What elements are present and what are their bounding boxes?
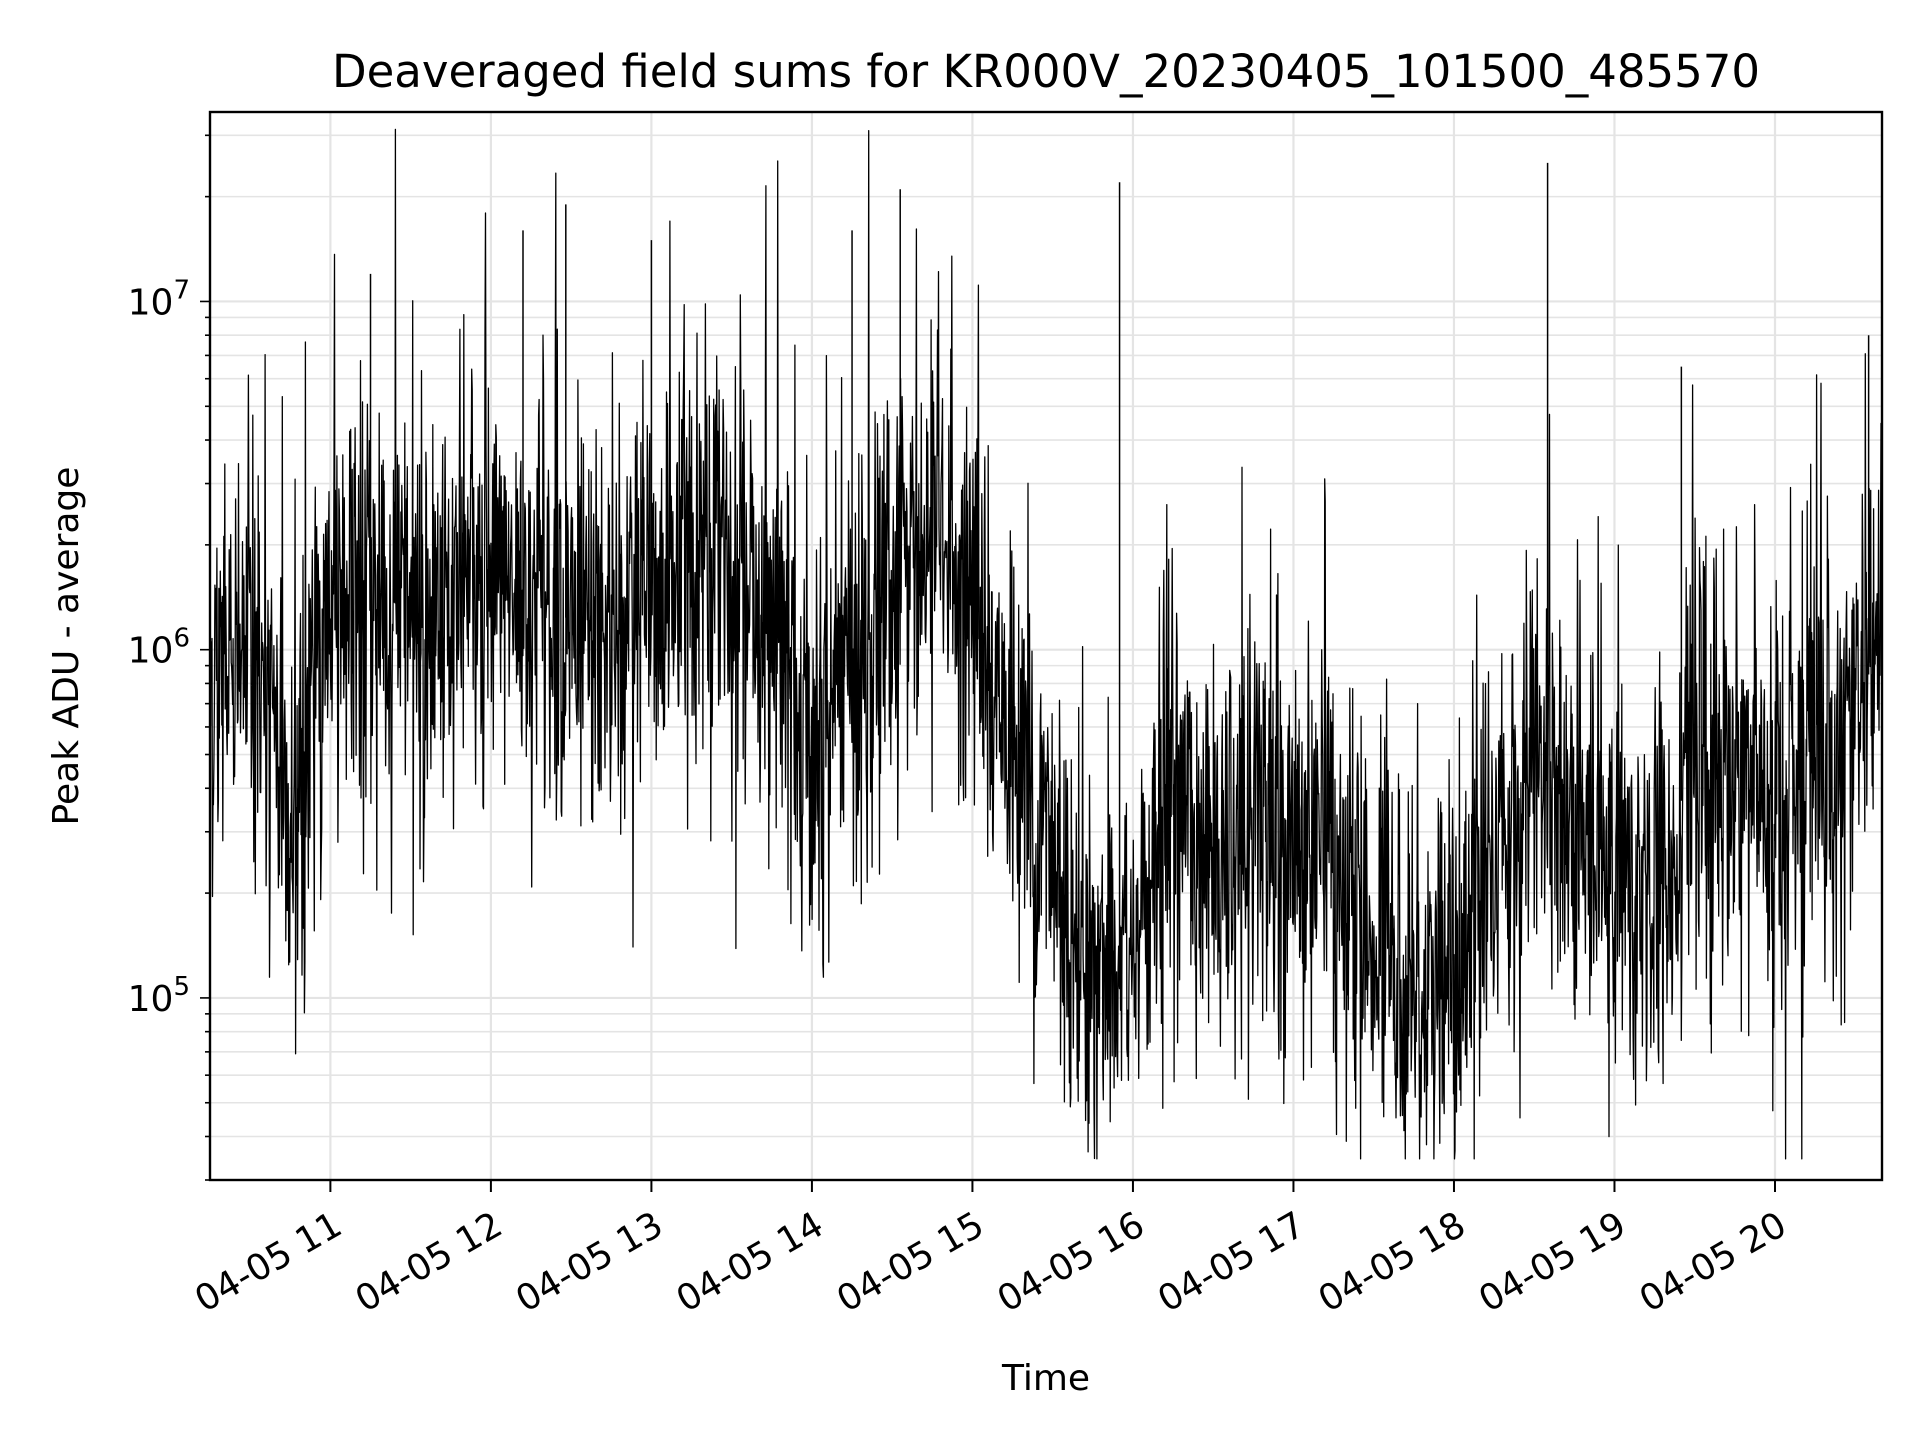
y-tick-base: 10 <box>128 282 174 323</box>
y-tick-exponent: 7 <box>173 275 190 305</box>
plot-area <box>210 128 1882 1160</box>
chart-title: Deaveraged field sums for KR000V_2023040… <box>332 45 1760 98</box>
y-tick-exponent: 5 <box>173 972 190 1002</box>
y-tick-base: 10 <box>128 979 174 1020</box>
series-trace <box>210 128 1882 1160</box>
plot-frame <box>208 110 1884 1182</box>
y-tick-label: 107 <box>128 275 190 323</box>
y-axis-label: Peak ADU - average <box>46 467 87 826</box>
data-series-line <box>210 128 1882 1160</box>
x-axis-label: Time <box>1001 1358 1090 1399</box>
y-tick-label: 105 <box>128 972 190 1020</box>
y-tick-exponent: 6 <box>173 624 190 654</box>
y-tick-label: 106 <box>128 624 190 672</box>
y-tick-base: 10 <box>128 631 174 672</box>
